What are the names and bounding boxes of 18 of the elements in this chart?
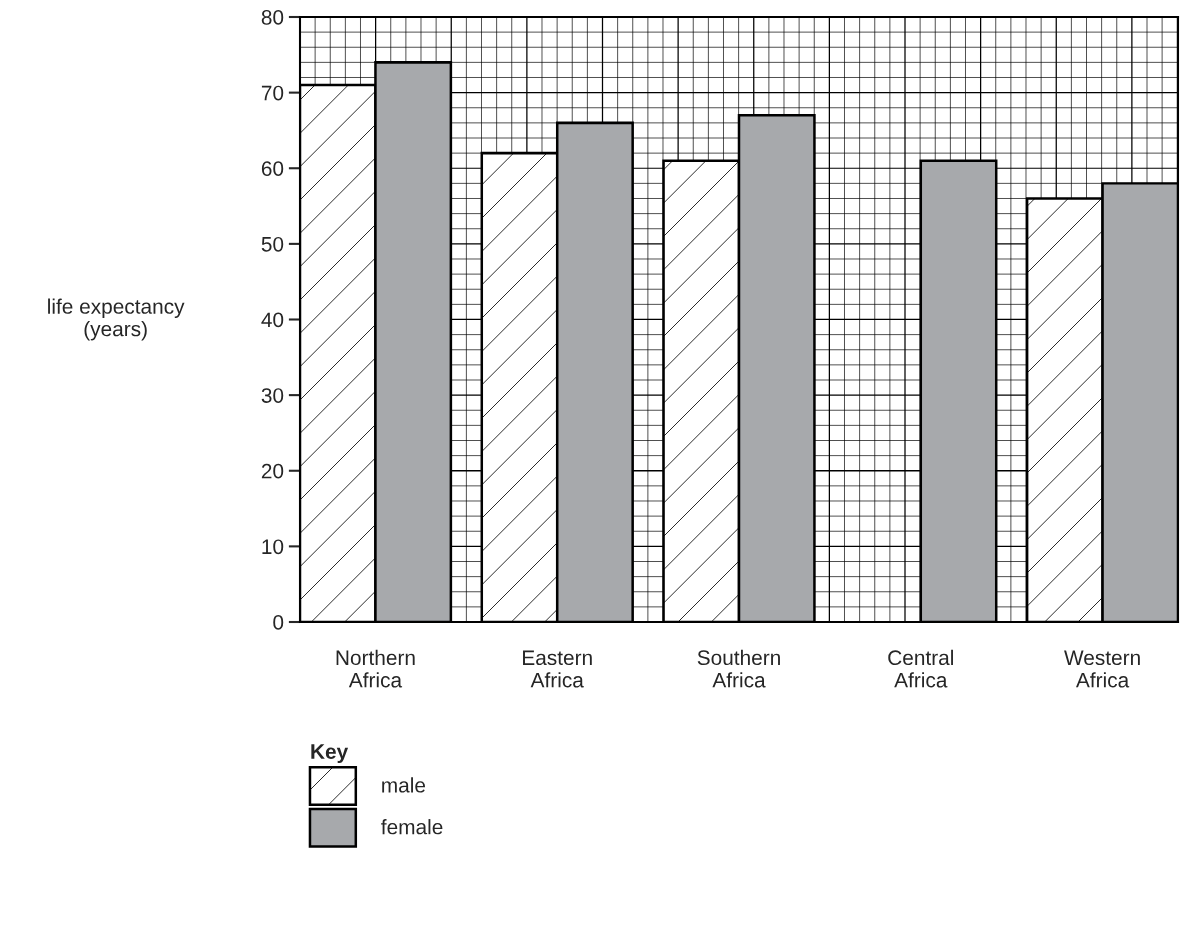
y-tick-label: 30 [261,388,284,403]
legend-title: Key [311,744,349,764]
x-tick-label: Western Africa [1064,650,1140,688]
y-tick-label: 50 [261,236,284,252]
x-tick-label: Northern Africa [336,649,415,688]
legend-label: female [381,819,443,835]
x-tick-label: Southern Africa [697,649,780,688]
y-tick-label: 0 [273,615,284,630]
x-tick-label: Central Africa [888,649,953,688]
y-tick-label: 80 [261,10,284,25]
y-tick-label: 20 [261,463,284,479]
y-tick-label: 40 [261,312,284,328]
y-axis-title: life expectancy (years) [48,298,185,341]
legend-label: male [382,777,426,793]
x-tick-label: Eastern Africa [523,650,592,688]
y-tick-label: 10 [262,539,284,555]
y-tick-label: 60 [261,161,284,176]
y-tick-label: 70 [261,85,284,101]
